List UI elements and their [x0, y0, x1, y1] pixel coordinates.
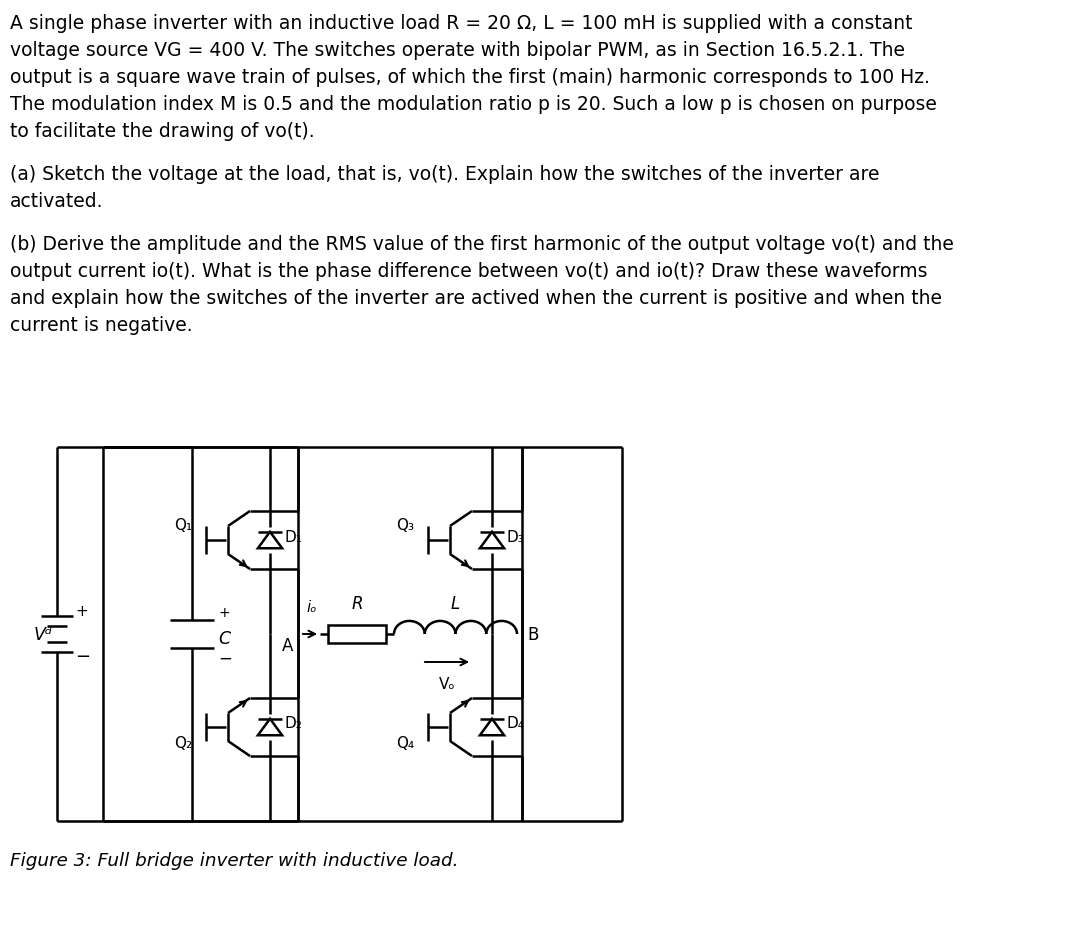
Text: output is a square wave train of pulses, of which the first (main) harmonic corr: output is a square wave train of pulses,…	[10, 68, 930, 87]
Text: B: B	[527, 626, 538, 643]
Text: (b) Derive the amplitude and the RMS value of the first harmonic of the output v: (b) Derive the amplitude and the RMS val…	[10, 235, 954, 254]
Text: to facilitate the drawing of vo(t).: to facilitate the drawing of vo(t).	[10, 121, 315, 141]
Text: D₁: D₁	[284, 529, 302, 544]
Text: Vₒ: Vₒ	[439, 677, 455, 692]
Text: A single phase inverter with an inductive load R = 20 Ω, L = 100 mH is supplied : A single phase inverter with an inductiv…	[10, 14, 912, 33]
Text: Q₃: Q₃	[396, 517, 414, 532]
Text: R: R	[351, 594, 363, 613]
Text: output current io(t). What is the phase difference between vo(t) and io(t)? Draw: output current io(t). What is the phase …	[10, 261, 927, 281]
Text: C: C	[218, 629, 230, 647]
Bar	[328, 626, 386, 643]
Text: +: +	[218, 605, 230, 619]
Text: and explain how the switches of the inverter are actived when the current is pos: and explain how the switches of the inve…	[10, 288, 942, 308]
Text: D₃: D₃	[506, 529, 523, 544]
Text: Q₂: Q₂	[174, 736, 192, 751]
Text: Figure 3: Full bridge inverter with inductive load.: Figure 3: Full bridge inverter with indu…	[10, 851, 458, 870]
Text: Vᵈ: Vᵈ	[34, 626, 53, 643]
Text: iₒ: iₒ	[307, 600, 316, 615]
Text: L: L	[451, 594, 459, 613]
Text: D₂: D₂	[284, 716, 302, 730]
Text: current is negative.: current is negative.	[10, 316, 192, 335]
Text: activated.: activated.	[10, 192, 104, 210]
Text: −: −	[218, 649, 232, 667]
Text: The modulation index M is 0.5 and the modulation ratio p is 20. Such a low p is : The modulation index M is 0.5 and the mo…	[10, 95, 937, 114]
Text: D₄: D₄	[506, 716, 524, 730]
Text: (a) Sketch the voltage at the load, that is, vo(t). Explain how the switches of : (a) Sketch the voltage at the load, that…	[10, 165, 880, 184]
Text: Q₄: Q₄	[396, 736, 414, 751]
Text: +: +	[75, 603, 88, 617]
Text: voltage source VG = 400 V. The switches operate with bipolar PWM, as in Section : voltage source VG = 400 V. The switches …	[10, 41, 905, 60]
Text: −: −	[75, 647, 90, 666]
Text: Q₁: Q₁	[174, 517, 192, 532]
Text: A: A	[282, 636, 293, 654]
